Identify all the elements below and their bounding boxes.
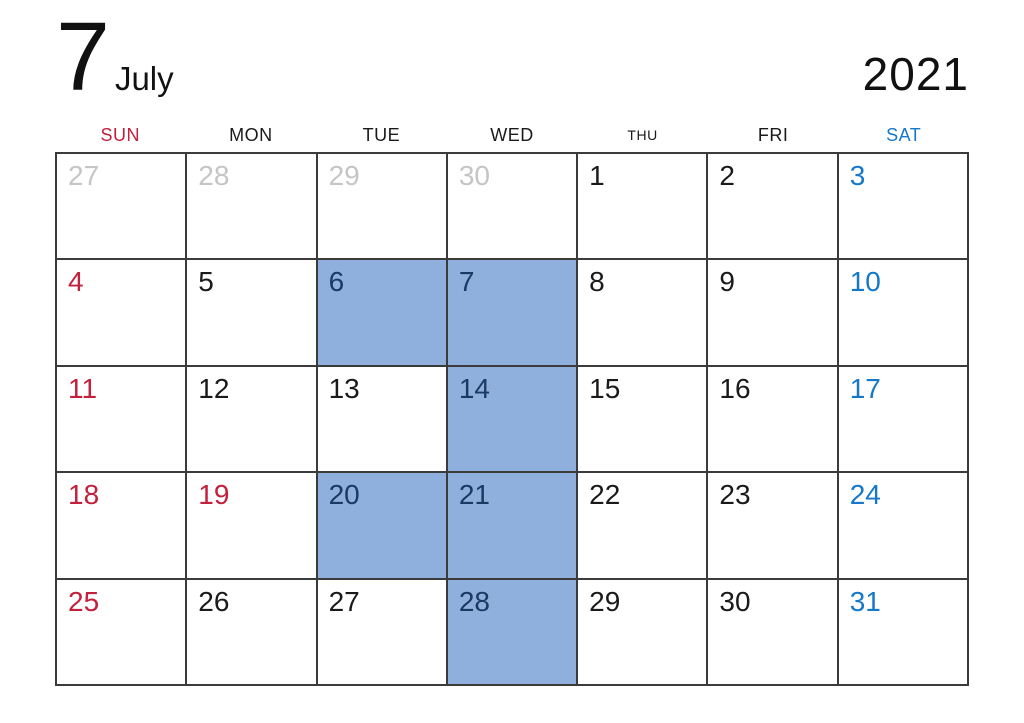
date-number: 27 (68, 160, 100, 191)
calendar-cell-30: 30 (447, 154, 579, 261)
calendar-cell-25: 25 (57, 579, 188, 686)
calendar-cell-3: 3 (838, 154, 969, 261)
date-number: 28 (458, 585, 490, 617)
date-number: 29 (328, 160, 360, 191)
date-number: 17 (849, 372, 881, 404)
date-number: 27 (328, 585, 360, 617)
calendar-cell-1: 1 (578, 154, 709, 261)
calendar-cell-14: 14 (447, 366, 579, 474)
date-number: 22 (589, 479, 621, 511)
calendar-cell-12: 12 (187, 366, 318, 474)
date-number: 9 (719, 266, 735, 298)
calendar-cell-7: 7 (447, 260, 579, 367)
weekday-label-fri: FRI (757, 124, 789, 145)
calendar-cell-8: 8 (578, 260, 709, 367)
date-number: 23 (719, 479, 751, 511)
date-number: 15 (589, 372, 621, 404)
calendar-cell-10: 10 (838, 260, 969, 367)
date-number: 21 (458, 479, 490, 511)
calendar-cell-4: 4 (57, 260, 188, 367)
month-number: 7 (56, 2, 110, 111)
year-label: 2021 (862, 48, 969, 100)
calendar-cell-27: 27 (57, 154, 188, 261)
date-number: 8 (589, 266, 605, 298)
calendar-cell-13: 13 (317, 366, 448, 474)
date-number: 18 (68, 479, 100, 511)
date-number: 2 (719, 160, 735, 191)
calendar-cell-19: 19 (187, 473, 318, 580)
weekday-label-tue: TUE (362, 124, 401, 145)
date-number: 20 (328, 479, 360, 511)
date-number: 16 (719, 372, 751, 404)
date-number: 3 (849, 160, 866, 191)
date-number: 14 (458, 372, 490, 404)
calendar-cell-16: 16 (708, 366, 839, 474)
calendar-cell-5: 5 (187, 260, 318, 367)
date-number: 29 (589, 585, 621, 617)
calendar-cell-28: 28 (447, 579, 579, 686)
weekday-label-thu: THU (627, 127, 658, 143)
date-number: 31 (849, 585, 881, 617)
calendar-cell-27: 27 (317, 579, 448, 686)
calendar-cell-30: 30 (708, 579, 839, 686)
calendar-cell-28: 28 (187, 154, 318, 261)
date-number: 30 (719, 585, 751, 617)
calendar-cell-31: 31 (838, 579, 969, 686)
date-number: 19 (198, 479, 230, 511)
date-number: 13 (328, 372, 360, 404)
calendar-grid: 27 28 29 30 1 2 3 4 5 6 7 8 9 10 11 12 13 14 15 16 17 18 19 20 2… (55, 152, 969, 686)
calendar-cell-29: 29 (578, 579, 709, 686)
date-number: 4 (68, 266, 84, 298)
calendar-cell-11: 11 (57, 366, 188, 474)
calendar-cell-29: 29 (317, 154, 448, 261)
month-name: July (114, 60, 174, 97)
calendar-cell-20: 20 (317, 473, 448, 580)
weekday-row: SUN MON TUE WED THU FRI SAT (55, 122, 969, 148)
date-number: 10 (849, 266, 881, 298)
calendar-header: 7 July 2021 (56, 8, 969, 108)
calendar-cell-22: 22 (578, 473, 709, 580)
date-number: 30 (458, 160, 490, 191)
weekday-label-sat: SAT (886, 124, 922, 145)
date-number: 6 (328, 266, 345, 298)
weekday-label-wed: WED (490, 124, 534, 145)
calendar-cell-2: 2 (708, 154, 839, 261)
weekday-label-mon: MON (229, 124, 273, 145)
date-number: 7 (458, 266, 475, 298)
calendar-cell-17: 17 (838, 366, 969, 474)
date-number: 24 (849, 479, 881, 511)
date-number: 25 (68, 585, 100, 617)
date-number: 1 (589, 160, 605, 191)
calendar-cell-9: 9 (708, 260, 839, 367)
date-number: 26 (198, 585, 230, 617)
calendar-cell-18: 18 (57, 473, 188, 580)
calendar-cell-6: 6 (317, 260, 448, 367)
calendar-cell-23: 23 (708, 473, 839, 580)
weekday-label-sun: SUN (100, 124, 141, 145)
calendar-cell-15: 15 (578, 366, 709, 474)
date-number: 12 (198, 372, 230, 404)
date-number: 5 (198, 266, 214, 298)
calendar-cell-26: 26 (187, 579, 318, 686)
calendar-cell-24: 24 (838, 473, 969, 580)
date-number: 11 (68, 372, 98, 404)
date-number: 28 (198, 160, 230, 191)
calendar-cell-21: 21 (447, 473, 579, 580)
